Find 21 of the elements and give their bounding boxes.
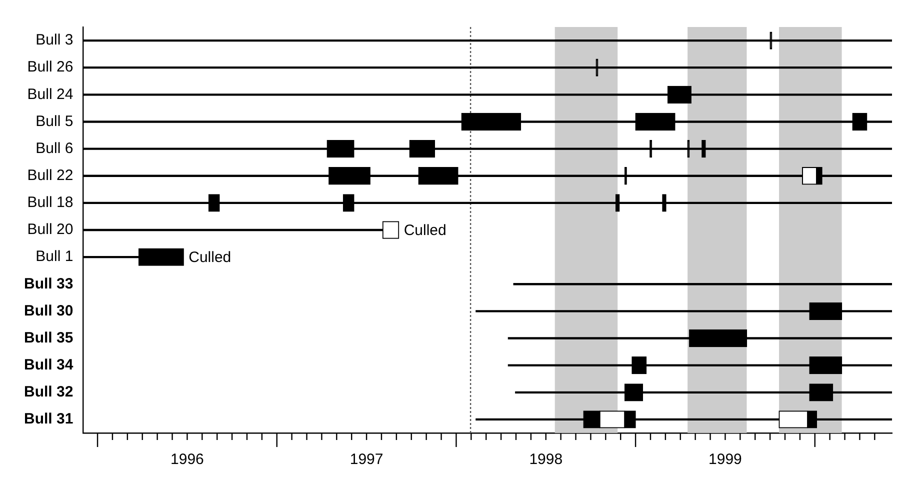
x-tick-label: 1999 [708,451,742,468]
y-tick-label: Bull 6 [36,140,74,157]
y-tick-label: Bull 32 [24,384,74,401]
y-tick-label: Bull 26 [27,58,74,76]
annotation: Culled [188,249,232,266]
x-tick-label: 1998 [529,451,563,468]
annotation: Culled [404,222,446,240]
y-tick-label: Bull 5 [36,112,74,130]
y-tick-label: Bull 35 [24,329,74,346]
y-tick-label: Bull 30 [24,302,74,320]
y-tick-label: Bull 20 [27,221,74,238]
y-tick-label: Bull 33 [24,275,74,292]
y-tick-label: Bull 24 [27,86,74,103]
y-tick-label: Bull 1 [36,248,74,266]
x-tick-label: 1996 [170,451,204,468]
y-tick-label: Bull 34 [24,356,74,374]
y-tick-label: Bull 18 [27,194,74,212]
y-tick-label: Bull 3 [36,32,74,49]
y-tick-label: Bull 22 [27,167,74,184]
y-tick-label: Bull 31 [24,410,74,428]
x-tick-label: 1997 [350,451,384,468]
